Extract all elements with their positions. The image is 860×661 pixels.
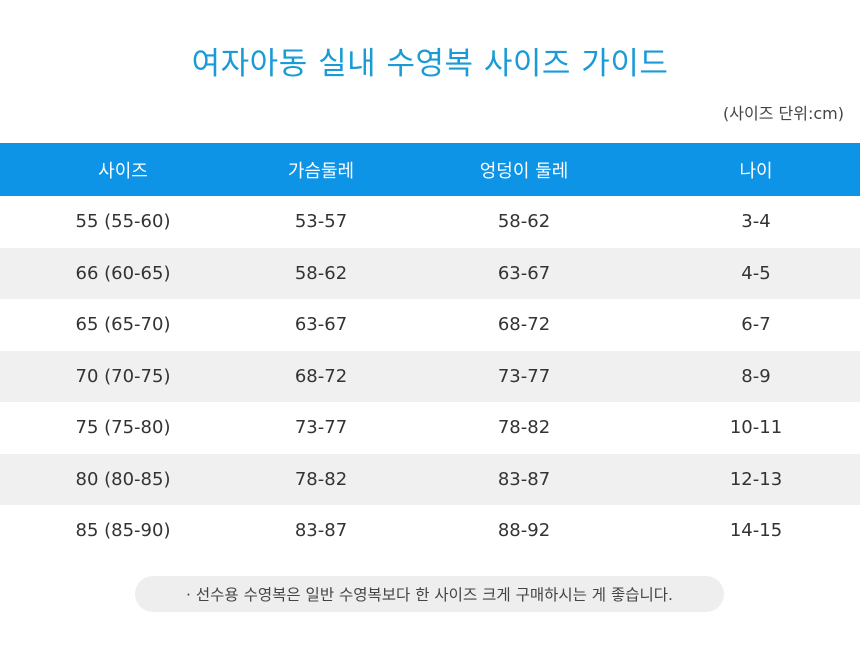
cell-chest: 63-67 xyxy=(294,314,348,336)
cell-hip: 73-77 xyxy=(497,365,551,387)
cell-chest: 53-57 xyxy=(294,211,348,233)
table-row: 80 (80-85) 78-82 83-87 12-13 xyxy=(0,453,860,505)
cell-age: 4-5 xyxy=(741,262,771,284)
cell-chest: 58-62 xyxy=(294,262,348,284)
table-row: 85 (85-90) 83-87 88-92 14-15 xyxy=(0,505,860,557)
cell-hip: 78-82 xyxy=(497,417,551,439)
cell-hip: 88-92 xyxy=(497,520,551,542)
cell-chest: 78-82 xyxy=(294,468,348,490)
cell-hip: 63-67 xyxy=(497,262,551,284)
cell-size: 66 (60-65) xyxy=(75,262,171,284)
cell-size: 70 (70-75) xyxy=(75,365,171,387)
unit-note: (사이즈 단위:cm) xyxy=(723,104,844,123)
cell-age: 12-13 xyxy=(729,468,783,490)
page-title: 여자아동 실내 수영복 사이즈 가이드 xyxy=(191,46,669,82)
table-row: 55 (55-60) 53-57 58-62 3-4 xyxy=(0,196,860,248)
cell-chest: 68-72 xyxy=(294,365,348,387)
header-size: 사이즈 xyxy=(98,160,148,182)
cell-age: 10-11 xyxy=(729,417,783,439)
cell-hip: 68-72 xyxy=(497,314,551,336)
cell-age: 6-7 xyxy=(741,314,771,336)
cell-size: 85 (85-90) xyxy=(75,520,171,542)
cell-size: 55 (55-60) xyxy=(75,211,171,233)
cell-age: 14-15 xyxy=(729,520,783,542)
cell-size: 75 (75-80) xyxy=(75,417,171,439)
table-row: 70 (70-75) 68-72 73-77 8-9 xyxy=(0,350,860,402)
header-chest: 가슴둘레 xyxy=(287,160,355,182)
cell-hip: 83-87 xyxy=(497,468,551,490)
table-row: 75 (75-80) 73-77 78-82 10-11 xyxy=(0,402,860,454)
cell-age: 3-4 xyxy=(741,211,771,233)
cell-size: 80 (80-85) xyxy=(75,468,171,490)
header-age: 나이 xyxy=(739,160,773,182)
cell-size: 65 (65-70) xyxy=(75,314,171,336)
purchase-tip: · 선수용 수영복은 일반 수영복보다 한 사이즈 크게 구매하시는 게 좋습니… xyxy=(135,576,724,612)
header-hip: 엉덩이 둘레 xyxy=(479,160,569,182)
table-header: 사이즈 가슴둘레 엉덩이 둘레 나이 xyxy=(0,143,860,196)
size-table: 사이즈 가슴둘레 엉덩이 둘레 나이 55 (55-60) 53-57 58-6… xyxy=(0,143,860,557)
cell-chest: 83-87 xyxy=(294,520,348,542)
cell-chest: 73-77 xyxy=(294,417,348,439)
cell-age: 8-9 xyxy=(741,365,771,387)
table-row: 65 (65-70) 63-67 68-72 6-7 xyxy=(0,299,860,351)
table-row: 66 (60-65) 58-62 63-67 4-5 xyxy=(0,247,860,299)
cell-hip: 58-62 xyxy=(497,211,551,233)
